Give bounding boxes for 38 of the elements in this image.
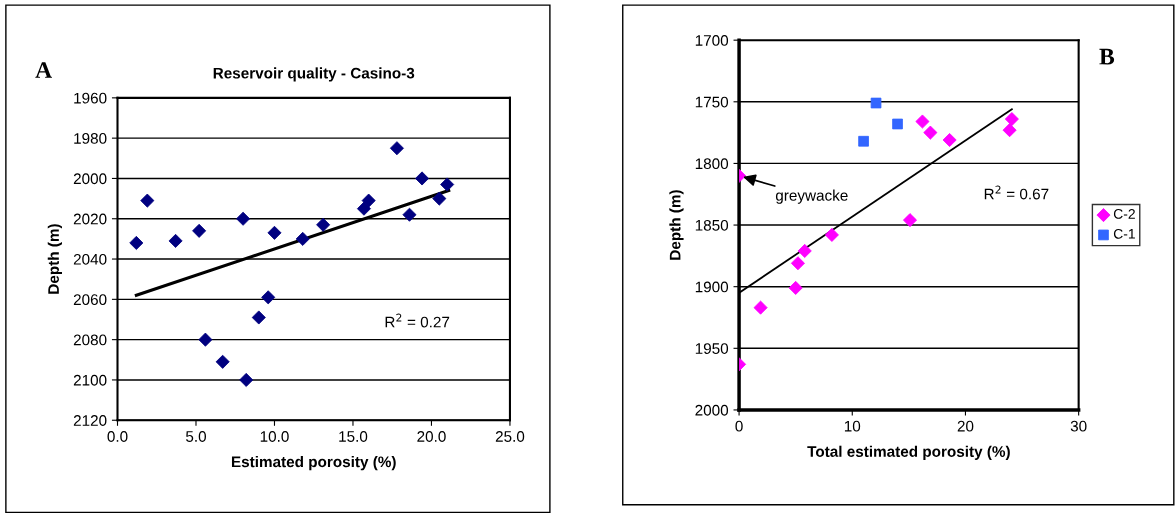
y-tick-label: 2120 xyxy=(73,415,107,426)
y-tick-label: 2080 xyxy=(73,334,107,346)
y-tick-label: 1980 xyxy=(74,133,107,144)
x-tick-label: 20 xyxy=(957,420,974,432)
y-tick-label: 1700 xyxy=(695,35,729,46)
y-tick-label: 2040 xyxy=(73,253,107,265)
x-tick-label: 25.0 xyxy=(495,431,525,442)
y-tick-label: 1750 xyxy=(695,96,729,108)
x-tick-label: 10 xyxy=(844,420,861,432)
annotation: R$^{2}$ = 0.27 xyxy=(385,313,450,328)
x-axis-title: Estimated porosity (%) xyxy=(231,456,396,471)
annotation: R$^{2}$ = 0.67 xyxy=(984,185,1049,200)
annotation: greywacke xyxy=(775,189,848,204)
x-tick-label: 5.0 xyxy=(185,431,207,442)
x-tick-label: 20.0 xyxy=(417,431,446,442)
y-tick-label: 1850 xyxy=(695,219,729,231)
x-tick-label: 0.0 xyxy=(107,431,128,442)
y-tick-label: 2020 xyxy=(73,213,107,225)
y-axis-title: Depth (m) xyxy=(47,224,62,294)
y-tick-label: 2100 xyxy=(73,374,107,386)
x-axis-title: Total estimated porosity (%) xyxy=(807,445,1010,460)
y-tick-label: 1960 xyxy=(74,92,107,104)
y-tick-label: 1800 xyxy=(695,158,729,170)
y-axis-title: Depth (m) xyxy=(669,190,684,260)
text: B xyxy=(1099,48,1115,65)
text: A xyxy=(35,62,52,78)
x-tick-label: 30 xyxy=(1070,420,1087,432)
y-tick-label: 1900 xyxy=(695,281,729,293)
y-tick-label: 2000 xyxy=(73,173,107,185)
legend-label: C-2 xyxy=(1113,209,1135,219)
x-tick-label: 0 xyxy=(735,420,743,432)
y-tick-label: 2060 xyxy=(73,294,107,306)
x-tick-label: 15.0 xyxy=(339,431,368,442)
y-tick-label: 1950 xyxy=(695,343,729,354)
y-tick-label: 2000 xyxy=(695,404,729,416)
legend-label: C-1 xyxy=(1113,228,1135,239)
x-tick-label: 10.0 xyxy=(260,431,289,442)
chart-title: Reservoir quality - Casino-3 xyxy=(213,67,415,82)
